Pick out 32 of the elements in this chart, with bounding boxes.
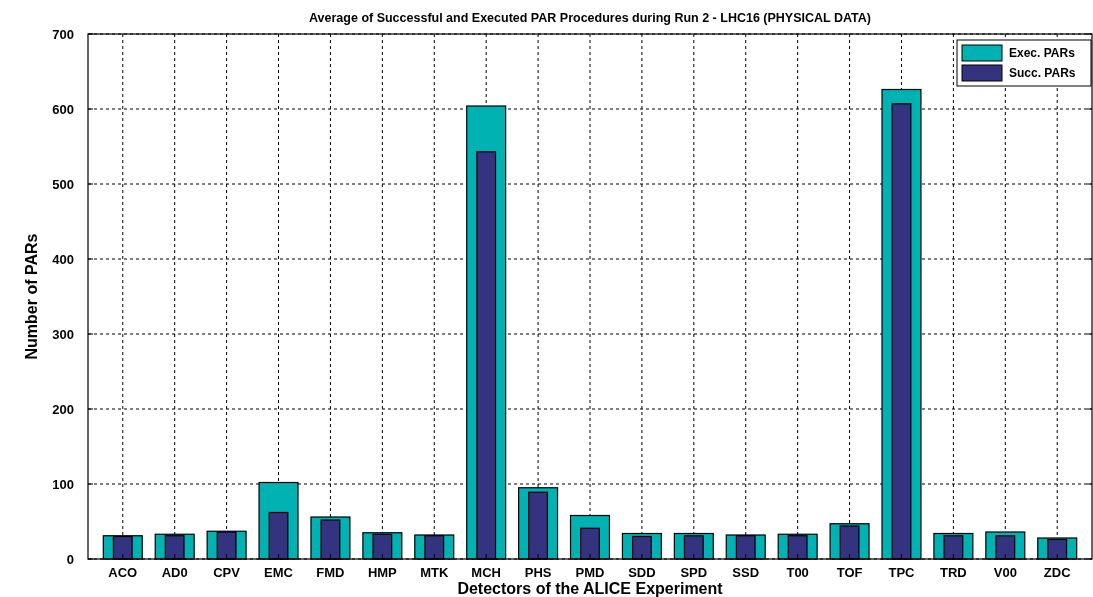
x-tick-label: PHS: [524, 565, 552, 580]
x-tick-label: HMP: [367, 565, 398, 580]
chart-title: Average of Successful and Executed PAR Procedures during Run 2 - LHC16 (PHYSICAL DATA): [309, 11, 871, 25]
y-tick-label: 400: [52, 251, 74, 267]
y-tick-label: 600: [52, 101, 74, 117]
legend-label: Exec. PARs: [1009, 46, 1076, 61]
x-tick-label: MTK: [420, 565, 449, 580]
x-tick-label: MCH: [471, 565, 501, 580]
legend-label: Succ. PARs: [1009, 66, 1076, 81]
x-tick-label: FMD: [316, 565, 345, 580]
x-tick-label: T00: [786, 565, 809, 580]
y-tick-label: 0: [66, 551, 74, 567]
x-tick-label: SPD: [680, 565, 708, 580]
y-tick-label: 300: [52, 326, 74, 342]
x-tick-label: SDD: [628, 565, 656, 580]
x-tick-label: ZDC: [1043, 565, 1072, 580]
x-tick-label: SSD: [732, 565, 760, 580]
x-tick-label: AD0: [161, 565, 188, 580]
x-tick-label: ACO: [108, 565, 138, 580]
y-tick-label: 500: [52, 176, 74, 192]
x-tick-label: V00: [993, 565, 1017, 580]
x-tick-label: TPC: [888, 565, 916, 580]
x-axis-title: Detectors of the ALICE Experiment: [457, 580, 724, 597]
y-axis-title: Number of PARs: [23, 233, 40, 360]
x-tick-label: CPV: [213, 565, 241, 580]
y-tick-label: 200: [52, 401, 74, 417]
y-tick-label: 100: [52, 476, 74, 492]
x-tick-label: TRD: [940, 565, 967, 580]
x-tick-label: TOF: [836, 565, 863, 580]
x-tick-label: PMD: [575, 565, 605, 580]
x-tick-label: EMC: [264, 565, 294, 580]
y-tick-label: 700: [52, 26, 74, 42]
